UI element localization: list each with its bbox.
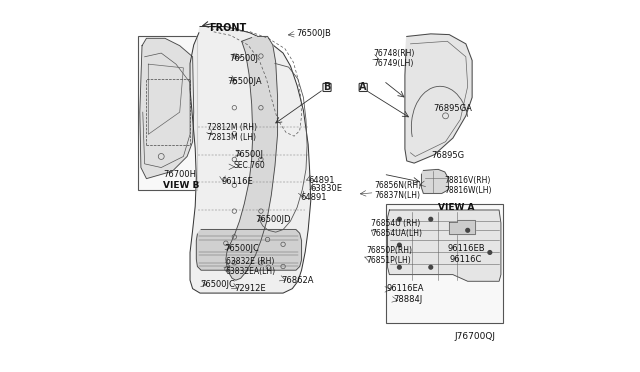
- Text: 72912E: 72912E: [234, 284, 266, 293]
- Text: 76500JC: 76500JC: [224, 244, 259, 253]
- FancyBboxPatch shape: [359, 83, 367, 92]
- Text: VIEW A: VIEW A: [438, 203, 475, 212]
- Text: 76700H: 76700H: [163, 170, 196, 179]
- Bar: [146, 79, 190, 145]
- Circle shape: [466, 228, 470, 232]
- Text: 96116E: 96116E: [221, 177, 253, 186]
- Text: 96116C: 96116C: [449, 254, 482, 264]
- Text: 76748(RH)
76749(LH): 76748(RH) 76749(LH): [374, 49, 415, 68]
- Text: 76500JA: 76500JA: [227, 77, 262, 86]
- Text: 63830E: 63830E: [311, 185, 343, 193]
- Text: 76850P(RH)
76851P(LH): 76850P(RH) 76851P(LH): [366, 246, 412, 265]
- Text: 76500JD: 76500JD: [255, 215, 291, 224]
- Polygon shape: [422, 169, 449, 193]
- Text: 76895GA: 76895GA: [434, 104, 472, 113]
- Polygon shape: [190, 26, 311, 293]
- Bar: [387, 204, 503, 323]
- Text: A: A: [360, 83, 367, 92]
- Polygon shape: [196, 230, 301, 270]
- Text: 76895G: 76895G: [431, 151, 465, 160]
- Text: 96116EA: 96116EA: [387, 284, 424, 293]
- Bar: [138, 36, 197, 190]
- Text: 72812M (RH)
72813M (LH): 72812M (RH) 72813M (LH): [207, 123, 257, 142]
- Text: SEC.760: SEC.760: [233, 161, 265, 170]
- Polygon shape: [226, 36, 278, 280]
- Text: 76500J: 76500J: [234, 150, 263, 159]
- Text: 76500JB: 76500JB: [296, 29, 331, 38]
- Text: 76856N(RH)
76837N(LH): 76856N(RH) 76837N(LH): [374, 181, 422, 200]
- Polygon shape: [405, 34, 472, 163]
- Text: 64891: 64891: [301, 193, 327, 202]
- Circle shape: [488, 251, 492, 254]
- Text: 76862A: 76862A: [281, 276, 314, 285]
- Circle shape: [429, 265, 433, 269]
- Circle shape: [397, 265, 401, 269]
- Text: 78884J: 78884J: [393, 295, 422, 304]
- Text: 76500JC: 76500JC: [200, 280, 235, 289]
- Polygon shape: [388, 210, 501, 281]
- Polygon shape: [140, 38, 194, 179]
- Text: 76854U (RH)
76854UA(LH): 76854U (RH) 76854UA(LH): [371, 219, 422, 238]
- Text: J76700QJ: J76700QJ: [454, 332, 495, 341]
- FancyBboxPatch shape: [323, 83, 331, 92]
- Text: 63832E (RH)
63832EA(LH): 63832E (RH) 63832EA(LH): [226, 257, 276, 276]
- Circle shape: [429, 217, 433, 221]
- Text: B: B: [323, 83, 331, 92]
- Text: 64891: 64891: [308, 176, 335, 185]
- Circle shape: [397, 217, 401, 221]
- Text: 78816V(RH)
78816W(LH): 78816V(RH) 78816W(LH): [445, 176, 492, 195]
- Circle shape: [397, 243, 401, 247]
- Text: FRONT: FRONT: [209, 23, 246, 33]
- Text: 96116EB: 96116EB: [447, 244, 485, 253]
- Polygon shape: [449, 220, 475, 234]
- Text: 76500J: 76500J: [230, 54, 259, 63]
- Text: VIEW B: VIEW B: [163, 182, 200, 190]
